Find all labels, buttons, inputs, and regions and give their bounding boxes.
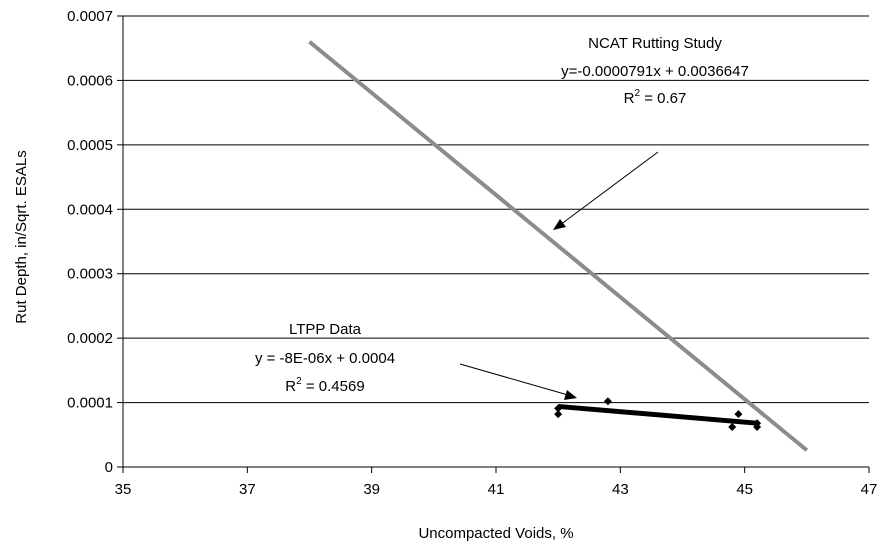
y-tick-label: 0.0003 [67, 266, 113, 283]
y-tick-label: 0.0007 [67, 8, 113, 25]
ltpp-trendline [557, 403, 758, 426]
ncat-annotation: NCAT Rutting Study y=-0.0000791x + 0.003… [561, 35, 749, 107]
trendlines [308, 40, 809, 452]
x-tick-label: 47 [861, 481, 878, 498]
ltpp-data-point [603, 397, 612, 406]
ncat-arrow-head [553, 219, 566, 230]
ltpp-data-point [753, 419, 762, 428]
x-tick-label: 41 [488, 481, 505, 498]
ltpp-arrow [459, 363, 577, 400]
ltpp-r2-superscript: 2 [296, 376, 302, 387]
ncat-annotation-r2: R2 = 0.67 [624, 88, 687, 107]
ncat-r2-value: = 0.67 [640, 90, 686, 107]
x-tick-labels: 35 37 39 41 43 45 47 [115, 481, 878, 498]
gridlines [123, 15, 869, 404]
y-tick-label: 0.0002 [67, 330, 113, 347]
ncat-r2-superscript: 2 [634, 88, 640, 99]
x-axis-title: Uncompacted Voids, % [418, 525, 573, 542]
y-tick-label: 0.0001 [67, 395, 113, 412]
ltpp-annotation-equation: y = -8E-06x + 0.0004 [255, 350, 395, 367]
y-tick-labels: 0 0.0001 0.0002 0.0003 0.0004 0.0005 0.0006 0.0… [67, 8, 113, 476]
y-axis-title: Rut Depth, in/Sqrt. ESALs [13, 150, 30, 323]
ltpp-annotation: LTPP Data y = -8E-06x + 0.0004 R2 = 0.45… [255, 321, 395, 395]
data-points [554, 397, 762, 432]
ltpp-data-point [728, 423, 737, 432]
ltpp-annotation-r2: R2 = 0.4569 [285, 376, 364, 395]
ncat-trendline [308, 40, 809, 452]
ncat-r2-prefix: R [624, 90, 635, 107]
ncat-annotation-title: NCAT Rutting Study [588, 35, 722, 52]
ltpp-data-point [554, 404, 563, 413]
x-tick-label: 39 [363, 481, 380, 498]
ltpp-data-point [734, 410, 743, 419]
axes [117, 15, 870, 473]
x-tick-label: 43 [612, 481, 629, 498]
ltpp-data-point [554, 410, 563, 419]
ltpp-arrow-line [459, 363, 569, 396]
y-tick-label: 0.0005 [67, 137, 113, 154]
x-tick-label: 35 [115, 481, 132, 498]
ltpp-r2-value: = 0.4569 [302, 378, 365, 395]
ncat-annotation-equation: y=-0.0000791x + 0.0036647 [561, 63, 749, 80]
ltpp-arrow-head [564, 390, 577, 400]
ncat-arrow [553, 151, 659, 230]
ltpp-r2-prefix: R [285, 378, 296, 395]
ncat-arrow-line [559, 151, 659, 226]
y-tick-label: 0.0004 [67, 201, 113, 218]
y-tick-label: 0.0006 [67, 72, 113, 89]
y-tick-label: 0 [105, 459, 113, 476]
x-tick-label: 37 [239, 481, 256, 498]
ltpp-annotation-title: LTPP Data [289, 321, 362, 338]
x-tick-label: 45 [736, 481, 753, 498]
